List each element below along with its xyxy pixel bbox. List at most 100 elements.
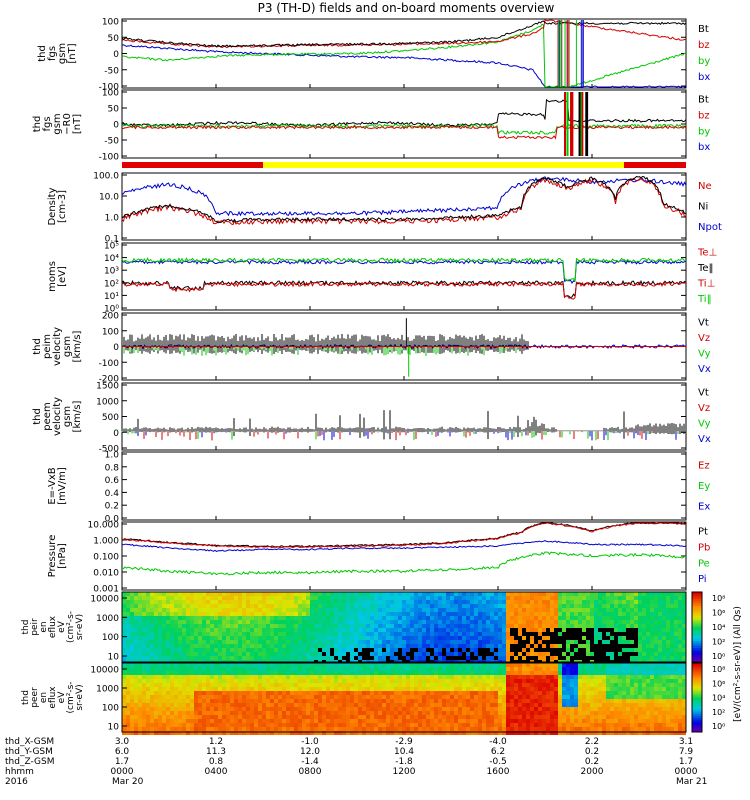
spectrogram-cell — [246, 620, 250, 624]
spectrogram-cell — [182, 707, 186, 711]
spectrogram-cell — [658, 632, 662, 636]
spectrogram-cell — [310, 620, 314, 624]
spectrogram-cell — [542, 620, 546, 624]
spectrogram-cell — [394, 731, 398, 735]
spectrogram-cell — [194, 636, 198, 640]
spectrogram-cell — [162, 608, 166, 612]
spectrogram-cell — [338, 667, 342, 671]
spectrogram-cell — [410, 719, 414, 723]
spectrogram-cell — [394, 683, 398, 687]
spectrogram-cell — [262, 715, 266, 719]
spectrogram-cell — [130, 695, 134, 699]
spectrogram-cell — [662, 636, 666, 640]
y-axis-label: fgs — [47, 46, 58, 61]
spectrogram-cell — [154, 616, 158, 620]
spectrogram-cell — [170, 719, 174, 723]
spectrogram-cell — [402, 711, 406, 715]
spectrogram-cell — [434, 640, 438, 644]
spectrogram-cell — [166, 723, 170, 727]
spectrogram-cell — [402, 675, 406, 679]
spectrogram-cell — [338, 731, 342, 735]
spectrogram-cell — [442, 612, 446, 616]
spectrogram-cell — [430, 648, 434, 652]
spectrogram-cell — [682, 608, 686, 612]
legend-vy: Vy — [698, 349, 711, 360]
spectrogram-cell — [354, 648, 358, 652]
spectrogram-cell — [166, 600, 170, 604]
spectrogram-cell — [430, 707, 434, 711]
spectrogram-cell — [198, 707, 202, 711]
spectrogram-cell — [154, 652, 158, 656]
spectrogram-cell — [258, 671, 262, 675]
spectrogram-cell — [338, 671, 342, 675]
spectrogram-cell — [126, 695, 130, 699]
y-axis-label: [nT] — [67, 43, 78, 63]
spectrogram-cell — [346, 723, 350, 727]
spectrogram-cell — [374, 608, 378, 612]
spectrogram-cell — [666, 644, 670, 648]
spectrogram-cell — [330, 656, 334, 660]
spectrogram-cell — [506, 624, 510, 628]
spectrogram-cell — [394, 600, 398, 604]
spectrogram-cell — [266, 727, 270, 731]
spectrogram-cell — [202, 667, 206, 671]
spectrogram-cell — [186, 731, 190, 735]
spectrogram-cell — [218, 604, 222, 608]
spectrogram-cell — [370, 656, 374, 660]
spectrogram-cell — [354, 592, 358, 596]
spectrogram-cell — [326, 632, 330, 636]
spectrogram-cell — [366, 699, 370, 703]
spectrogram-cell — [218, 620, 222, 624]
spectrogram-cell — [682, 592, 686, 596]
spectrogram-cell — [242, 671, 246, 675]
spectrogram-cell — [186, 707, 190, 711]
spectrogram-cell — [670, 596, 674, 600]
spectrogram-cell — [494, 596, 498, 600]
spectrogram-cell — [446, 636, 450, 640]
spectrogram-cell — [434, 604, 438, 608]
spectrogram-cell — [222, 652, 226, 656]
spectrogram-cell — [150, 656, 154, 660]
spectrogram-cell — [354, 707, 358, 711]
spectrogram-cell — [394, 636, 398, 640]
spectrogram-cell — [162, 663, 166, 667]
spectrogram-cell — [438, 616, 442, 620]
spectrogram-cell — [318, 667, 322, 671]
spectrogram-cell — [638, 616, 642, 620]
spectrogram-cell — [290, 600, 294, 604]
spectrogram-cell — [122, 592, 126, 596]
spectrogram-cell — [194, 644, 198, 648]
spectrogram-cell — [534, 608, 538, 612]
spectrogram-cell — [162, 648, 166, 652]
spectrogram-cell — [522, 612, 526, 616]
spectrogram-cell — [386, 600, 390, 604]
spectrogram-cell — [406, 632, 410, 636]
spectrogram-cell — [194, 596, 198, 600]
spectrogram-cell — [326, 628, 330, 632]
spectrogram-cell — [562, 604, 566, 608]
spectrogram-cell — [142, 675, 146, 679]
spectrogram-cell — [630, 648, 634, 652]
spectrogram-cell — [202, 604, 206, 608]
spectrogram-cell — [574, 652, 578, 656]
spectrogram-cell — [346, 604, 350, 608]
spectrogram-cell — [358, 608, 362, 612]
spectrogram-cell — [390, 600, 394, 604]
spectrogram-cell — [186, 628, 190, 632]
spectrogram-cell — [402, 632, 406, 636]
spectrogram-cell — [354, 691, 358, 695]
spectrogram-cell — [466, 652, 470, 656]
spectrogram-cell — [422, 636, 426, 640]
spectrogram-cell — [342, 695, 346, 699]
spectrogram-cell — [386, 604, 390, 608]
spectrogram-cell — [338, 707, 342, 711]
spectrogram-cell — [554, 592, 558, 596]
spectrogram-cell — [130, 707, 134, 711]
spectrogram-cell — [378, 715, 382, 719]
spectrogram-cell — [306, 640, 310, 644]
spectrogram-cell — [214, 667, 218, 671]
spectrogram-cell — [298, 640, 302, 644]
spectrogram-cell — [290, 596, 294, 600]
spectrogram-cell — [582, 640, 586, 644]
spectrogram-cell — [246, 604, 250, 608]
